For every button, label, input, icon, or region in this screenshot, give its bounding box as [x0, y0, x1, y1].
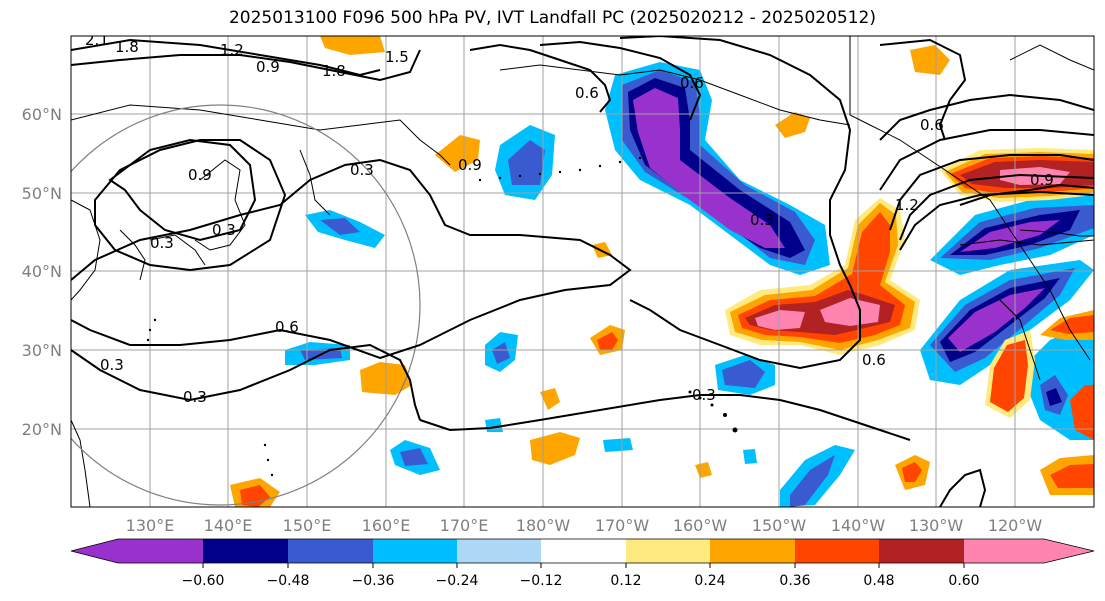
- contour-label: 0.6: [275, 318, 299, 336]
- colorbar-label: −0.36: [352, 573, 395, 589]
- contour-label: 2.1: [85, 31, 109, 49]
- lon-label: 150°W: [752, 516, 807, 535]
- colorbar-label: −0.12: [520, 573, 563, 589]
- colorbar: −0.60 −0.48 −0.36 −0.24 −0.12 0.12 0.24 …: [70, 538, 1095, 589]
- colorbar-label: 0.48: [863, 573, 894, 589]
- colorbar-label: −0.48: [267, 573, 310, 589]
- colorbar-label: 0.36: [779, 573, 810, 589]
- colorbar-swatch: [457, 539, 541, 563]
- colorbar-swatch: [795, 539, 879, 563]
- coastlines: [71, 36, 1094, 507]
- contour-label: 1.2: [895, 196, 919, 214]
- lat-label: 50°N: [22, 184, 62, 203]
- contour-labels: 1.8 2.1 1.2 0.9 1.8 1.5 0.6 0.9 0.3 0.9 …: [85, 31, 1054, 406]
- colorbar-extend-high: [1044, 539, 1094, 563]
- colorbar-swatch: [203, 539, 288, 563]
- contour-label: 1.8: [322, 62, 346, 80]
- colorbar-swatch: [541, 539, 626, 563]
- contour-label: 0.9: [1030, 171, 1054, 189]
- ivt-shading: [230, 36, 1094, 507]
- longitude-labels: 130°E 140°E 150°E 160°E 170°E 180°W 170°…: [126, 516, 1043, 535]
- colorbar-swatch: [879, 539, 964, 563]
- contour-label: 0.3: [212, 221, 236, 239]
- contour-label: 1.5: [385, 48, 409, 66]
- contour-label: 0.3: [350, 161, 374, 179]
- lon-label: 180°W: [516, 516, 571, 535]
- colorbar-swatch: [373, 539, 457, 563]
- pv-contours: [71, 36, 1094, 507]
- contour-label: 1.8: [115, 38, 139, 56]
- contour-label: 0.9: [458, 156, 482, 174]
- colorbar-swatch: [118, 539, 203, 563]
- contour-label: 0.6: [920, 116, 944, 134]
- colorbar-label: 0.24: [694, 573, 725, 589]
- lon-label: 140°E: [204, 516, 253, 535]
- lon-label: 160°W: [673, 516, 728, 535]
- lat-label: 30°N: [22, 341, 62, 360]
- contour-label: 0.3: [692, 386, 716, 404]
- colorbar-label: 0.12: [610, 573, 641, 589]
- contour-label: 0.6: [862, 351, 886, 369]
- colorbar-label: −0.24: [436, 573, 479, 589]
- colorbar-extend-low: [71, 539, 118, 563]
- lon-label: 130°E: [126, 516, 175, 535]
- page-title: 2025013100 F096 500 hPa PV, IVT Landfall…: [228, 8, 876, 28]
- lon-label: 150°E: [283, 516, 332, 535]
- gridlines: [71, 36, 1094, 507]
- lon-label: 140°W: [831, 516, 886, 535]
- lon-label: 120°W: [988, 516, 1043, 535]
- contour-label: 1.2: [220, 41, 244, 59]
- colorbar-swatch: [710, 539, 795, 563]
- lon-label: 160°E: [362, 516, 411, 535]
- latitude-labels: 60°N 50°N 40°N 30°N 20°N: [22, 105, 62, 439]
- lat-label: 60°N: [22, 105, 62, 124]
- colorbar-swatch: [288, 539, 373, 563]
- contour-label: 0.3: [183, 388, 207, 406]
- contour-label: 0.3: [150, 234, 174, 252]
- colorbar-swatch: [626, 539, 710, 563]
- colorbar-swatch: [964, 539, 1044, 563]
- contour-label: 0.9: [188, 166, 212, 184]
- contour-label: 0.3: [750, 211, 774, 229]
- reference-circle: [71, 104, 421, 506]
- lon-label: 170°W: [595, 516, 650, 535]
- map-frame: [70, 35, 1095, 508]
- island-chains: [146, 156, 738, 477]
- contour-label: 0.9: [256, 58, 280, 76]
- contour-label: 0.6: [680, 74, 704, 92]
- contour-label: 0.3: [100, 356, 124, 374]
- lat-label: 40°N: [22, 262, 62, 281]
- lat-label: 20°N: [22, 420, 62, 439]
- contour-label: 0.6: [575, 84, 599, 102]
- lon-label: 130°W: [909, 516, 964, 535]
- map-panel: 1.8 2.1 1.2 0.9 1.8 1.5 0.6 0.9 0.3 0.9 …: [70, 31, 1095, 508]
- colorbar-label: 0.60: [948, 573, 979, 589]
- colorbar-label: −0.60: [182, 573, 225, 589]
- lon-label: 170°E: [440, 516, 489, 535]
